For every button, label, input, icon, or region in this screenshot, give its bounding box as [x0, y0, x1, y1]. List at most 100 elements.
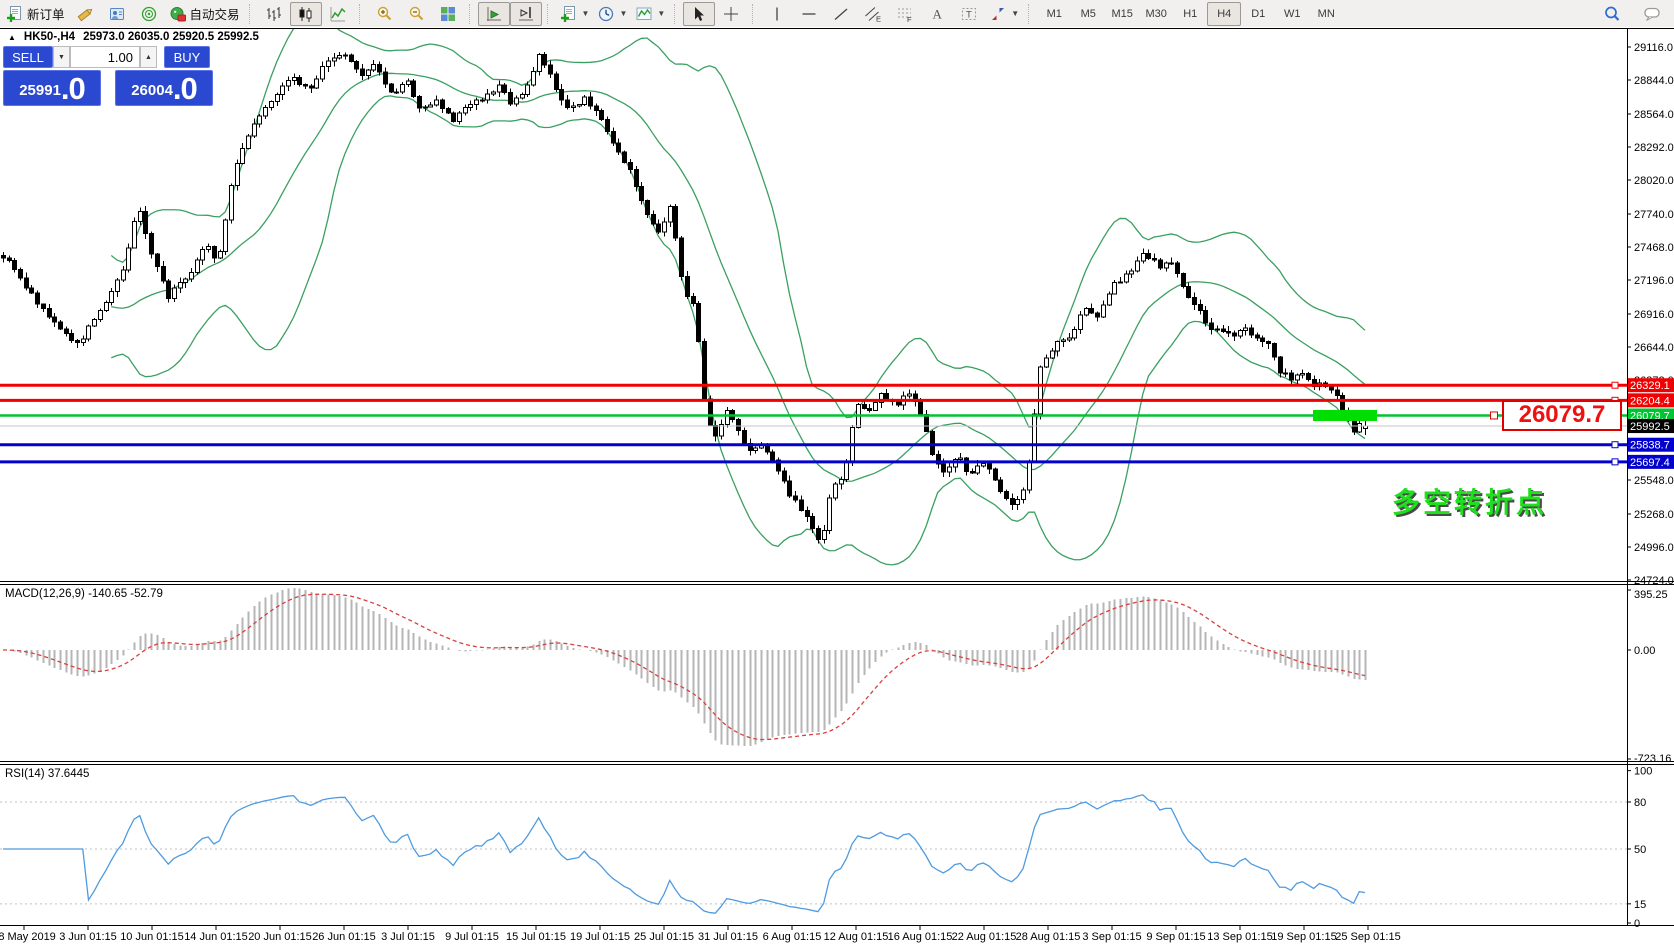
toolbar-horizontal-line-button[interactable]: [793, 2, 825, 26]
timeframes-menu-caret-icon[interactable]: ▼: [619, 9, 628, 18]
toolbar-tf-m1[interactable]: M1: [1037, 2, 1071, 26]
sell-price-button[interactable]: 25991.0: [3, 70, 101, 106]
volume-increase-button[interactable]: ▲: [140, 46, 157, 68]
price-tick-label: 28292.0: [1634, 142, 1674, 154]
macd-histogram: [8, 587, 1367, 746]
volume-input[interactable]: 1.00: [70, 46, 140, 68]
price-level-callout[interactable]: 26079.7: [1502, 400, 1622, 431]
toolbar-styler-button[interactable]: [69, 2, 101, 26]
price-tick-label: 28564.0: [1634, 109, 1674, 121]
toolbar-tf-m5[interactable]: M5: [1071, 2, 1105, 26]
toolbar-arrows-button[interactable]: ▼: [985, 2, 1023, 26]
line-anchor[interactable]: [1611, 381, 1619, 389]
toolbar-tf-m30[interactable]: M30: [1139, 2, 1173, 26]
toolbar-tf-m15[interactable]: M15: [1105, 2, 1139, 26]
collapse-panel-icon[interactable]: ▲: [8, 32, 16, 42]
toolbar-search-button[interactable]: [1596, 2, 1628, 26]
tf-w1-label: W1: [1283, 7, 1301, 20]
toolbar-zoom-out-button[interactable]: [400, 2, 432, 26]
one-click-trading-panel: SELL ▼ 1.00 ▲ BUY 25991.0 26004.0: [3, 46, 213, 106]
volume-decrease-button[interactable]: ▼: [53, 46, 70, 68]
toolbar-chart-shift-button[interactable]: [509, 1, 542, 26]
toolbar-tf-h1[interactable]: H1: [1173, 2, 1207, 26]
tf-mn-label: MN: [1317, 7, 1335, 20]
auto-scroll-icon: [485, 5, 503, 23]
toolbar-crosshair-button[interactable]: [715, 2, 747, 26]
toolbar-auto-trading-button[interactable]: 自动交易: [165, 2, 244, 26]
toolbar-timeframes-menu-button[interactable]: ▼: [593, 2, 631, 26]
tf-m15-label: M15: [1111, 7, 1133, 20]
svg-text:E: E: [876, 14, 881, 23]
buy-button[interactable]: BUY: [164, 46, 210, 68]
date-label: 15 Jul 01:15: [506, 931, 566, 943]
toolbar-vertical-line-button[interactable]: [761, 2, 793, 26]
toolbar-cursor-button[interactable]: [683, 1, 716, 26]
toolbar-new-order-button[interactable]: 新订单: [2, 2, 69, 26]
chat-icon: [1643, 5, 1661, 23]
date-label: 3 Jul 01:15: [381, 931, 435, 943]
auto-trading-label: 自动交易: [189, 8, 240, 22]
price-tick-label: 27196.0: [1634, 275, 1674, 287]
candlestick-chart-icon: [297, 5, 315, 23]
toolbar-chat-button[interactable]: [1636, 2, 1668, 26]
sell-price-fraction: .0: [60, 71, 86, 106]
timeframes-menu-icon: [597, 5, 615, 23]
toolbar-bar-chart-button[interactable]: [258, 2, 290, 26]
sell-button[interactable]: SELL: [3, 46, 53, 68]
toolbar-trendline-button[interactable]: [825, 2, 857, 26]
toolbar-separator: [248, 3, 254, 24]
chart-header: ▲ HK50-,H4 25973.0 26035.0 25920.5 25992…: [8, 31, 259, 43]
toolbar-signals-button[interactable]: [133, 2, 165, 26]
price-badge-text: 25992.5: [1630, 421, 1670, 433]
equidistant-channel-icon: E: [864, 5, 882, 23]
toolbar-open-account-button[interactable]: [101, 2, 133, 26]
indicators-menu-icon: [635, 5, 653, 23]
trendline-icon: [832, 5, 850, 23]
chart-window[interactable]: 29116.0 28844.0 28564.0 28292.0 28020.0 27740…: [0, 27, 1674, 949]
toolbar-tf-mn[interactable]: MN: [1309, 2, 1343, 26]
highlight-bar[interactable]: [1313, 409, 1377, 421]
horizontal-line-icon: [800, 5, 818, 23]
toolbar-tile-windows-button[interactable]: [432, 2, 464, 26]
price-axis[interactable]: 29116.0 28844.0 28564.0 28292.0 28020.0 27740…: [1627, 42, 1674, 587]
indicators-menu-caret-icon[interactable]: ▼: [657, 9, 666, 18]
signals-icon: [140, 5, 158, 23]
toolbar-tf-w1[interactable]: W1: [1275, 2, 1309, 26]
toolbar-tf-d1[interactable]: D1: [1241, 2, 1275, 26]
line-anchor[interactable]: [1611, 458, 1619, 466]
toolbar-text-label-button[interactable]: T: [953, 2, 985, 26]
price-tick-label: 26916.0: [1634, 309, 1674, 321]
toolbar-separator: [358, 3, 364, 24]
ohlc-values: 25973.0 26035.0 25920.5 25992.5: [83, 31, 259, 43]
symbol-period-label: HK50-,H4: [23, 31, 76, 43]
svg-text:0: 0: [1634, 918, 1640, 930]
level-lines[interactable]: [0, 381, 1627, 466]
toolbar-new-order-menu-button[interactable]: ▼: [556, 2, 594, 26]
price-badge-25992.5: [1628, 419, 1674, 434]
price-tick-label: 28020.0: [1634, 175, 1674, 187]
tf-m5-label: M5: [1080, 7, 1096, 20]
pane-borders: [0, 28, 1674, 926]
annotation-text[interactable]: 多空转折点: [1392, 487, 1548, 518]
date-label: 14 Jun 01:15: [184, 931, 248, 943]
cursor-icon: [690, 5, 708, 23]
toolbar-text-button[interactable]: A: [921, 2, 953, 26]
toolbar-equidistant-channel-button[interactable]: E: [857, 2, 889, 26]
line-anchor[interactable]: [1611, 441, 1619, 449]
label-anchor[interactable]: [1490, 411, 1498, 420]
arrows-caret-icon[interactable]: ▼: [1011, 9, 1020, 18]
toolbar-fibonacci-button[interactable]: F: [889, 2, 921, 26]
date-label: 22 Aug 01:15: [952, 931, 1017, 943]
toolbar-zoom-in-button[interactable]: [368, 2, 400, 26]
new-order-menu-caret-icon[interactable]: ▼: [581, 9, 590, 18]
rsi-line: [3, 794, 1366, 914]
buy-price-button[interactable]: 26004.0: [115, 70, 213, 106]
toolbar-candlestick-chart-button[interactable]: [289, 1, 322, 26]
toolbar-indicators-menu-button[interactable]: ▼: [631, 2, 669, 26]
chart-canvas[interactable]: 29116.0 28844.0 28564.0 28292.0 28020.0 27740…: [0, 27, 1674, 949]
toolbar-auto-scroll-button[interactable]: [477, 1, 510, 26]
toolbar-line-chart-button[interactable]: [322, 2, 354, 26]
toolbar-tf-h4[interactable]: H4: [1207, 1, 1242, 26]
buy-price-main: 26004: [131, 82, 173, 99]
